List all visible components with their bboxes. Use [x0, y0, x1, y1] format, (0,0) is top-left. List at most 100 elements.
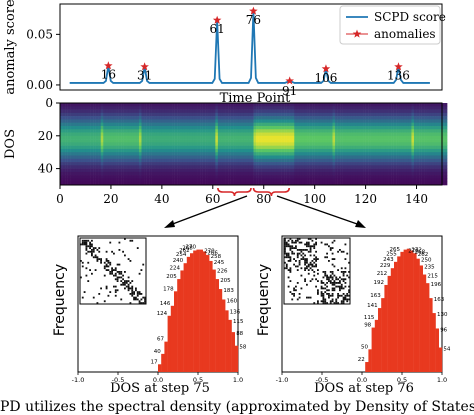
matrix-entry	[313, 258, 316, 260]
heatmap-cell	[202, 152, 206, 156]
heatmap-cell	[233, 158, 236, 163]
heatmap-cell	[225, 122, 229, 127]
matrix-entry	[339, 280, 341, 282]
heatmap-cell	[118, 106, 122, 110]
heatmap-cell	[174, 103, 178, 107]
matrix-entry	[348, 289, 350, 292]
matrix-entry	[337, 294, 339, 297]
heatmap-cell	[317, 129, 321, 133]
heatmap-cell	[72, 165, 76, 169]
heatmap-cell	[279, 165, 282, 169]
matrix-entry	[129, 287, 132, 290]
heatmap-cell	[212, 122, 216, 127]
heatmap-cell	[156, 109, 160, 114]
heatmap-cell	[406, 155, 410, 160]
heatmap-cell	[82, 129, 86, 133]
heatmap-cell	[355, 106, 359, 110]
heatmap-cell	[248, 119, 252, 123]
matrix-entry	[306, 296, 308, 299]
heatmap-cell	[411, 181, 415, 186]
heatmap-cell	[413, 162, 417, 166]
heatmap-cell	[80, 162, 84, 166]
heatmap-cell	[80, 168, 84, 173]
heatmap-cell	[65, 122, 68, 127]
heatmap-cell	[296, 135, 300, 140]
heatmap-cell	[240, 109, 244, 114]
heatmap-cell	[424, 135, 427, 140]
heatmap-cell	[340, 129, 343, 133]
heatmap-cell	[436, 145, 440, 150]
matrix-entry	[317, 269, 319, 271]
heatmap-cell	[424, 139, 427, 143]
heatmap-cell	[70, 175, 73, 179]
heatmap-cell	[276, 165, 280, 169]
heatmap-cell	[222, 116, 226, 120]
heatmap-cell	[337, 165, 341, 169]
heatmap-cell	[296, 125, 300, 130]
heatmap-cell	[403, 171, 407, 176]
heatmap-cell	[169, 116, 173, 120]
heatmap-cell	[189, 106, 193, 110]
heatmap-cell	[276, 148, 280, 153]
heatmap-cell	[327, 155, 331, 160]
hist-76-x-axis-label: DOS at step 76	[314, 381, 414, 396]
heatmap-cell	[301, 178, 305, 183]
heatmap-cell	[383, 112, 387, 117]
heatmap-cell	[123, 162, 127, 166]
heatmap-cell	[233, 178, 236, 183]
matrix-entry	[326, 285, 328, 288]
heatmap-cell	[233, 135, 236, 140]
heatmap-cell	[350, 152, 354, 156]
heatmap-cell	[424, 116, 427, 120]
heatmap-cell	[258, 168, 262, 173]
heatmap-cell	[289, 129, 293, 133]
heatmap-cell	[144, 103, 147, 107]
heatmap-cell	[324, 132, 328, 137]
heatmap-cell	[161, 125, 165, 130]
heatmap-cell	[103, 178, 107, 183]
heatmap-cell	[365, 139, 369, 143]
heatmap-cell	[80, 165, 84, 169]
heatmap-cell	[67, 165, 71, 169]
heatmap-cell	[161, 171, 165, 176]
heatmap-cell	[205, 165, 208, 169]
heatmap-cell	[121, 171, 124, 176]
heatmap-cell	[332, 122, 336, 127]
heatmap-cell	[304, 181, 308, 186]
heatmap-cell	[85, 119, 89, 123]
heatmap-cell	[434, 181, 438, 186]
heatmap-cell	[240, 129, 244, 133]
matrix-entry	[127, 258, 130, 260]
heatmap-cell	[286, 148, 290, 153]
heatmap-cell	[408, 181, 412, 186]
heatmap-cell	[258, 145, 262, 150]
heatmap-cell	[444, 148, 448, 153]
heatmap-cell	[72, 139, 76, 143]
heatmap-cell	[431, 109, 435, 114]
heatmap-cell	[126, 155, 130, 160]
heatmap-cell	[205, 119, 208, 123]
heatmap-cell	[136, 119, 140, 123]
heatmap-cell	[212, 152, 216, 156]
matrix-entry	[114, 267, 117, 270]
heatmap-cell	[110, 109, 114, 114]
heatmap-cell	[261, 148, 264, 153]
histogram-bar	[225, 310, 229, 372]
heatmap-cell	[161, 109, 165, 114]
heatmap-cell	[324, 112, 328, 117]
heatmap-cell	[151, 145, 155, 150]
heatmap-cell	[105, 181, 109, 186]
heatmap-cell	[72, 129, 76, 133]
heatmap-cell	[253, 132, 257, 137]
matrix-entry	[331, 300, 334, 303]
heatmap-cell	[368, 109, 371, 114]
heatmap-cell	[65, 135, 68, 140]
heatmap-cell	[345, 152, 349, 156]
heatmap-cell	[200, 178, 203, 183]
heatmap-cell	[67, 122, 71, 127]
matrix-entry	[326, 256, 328, 259]
score-y-tick-label: 0.05	[26, 27, 53, 41]
heatmap-cell	[355, 155, 359, 160]
heatmap-cell	[230, 158, 234, 163]
heatmap-cell	[403, 135, 407, 140]
